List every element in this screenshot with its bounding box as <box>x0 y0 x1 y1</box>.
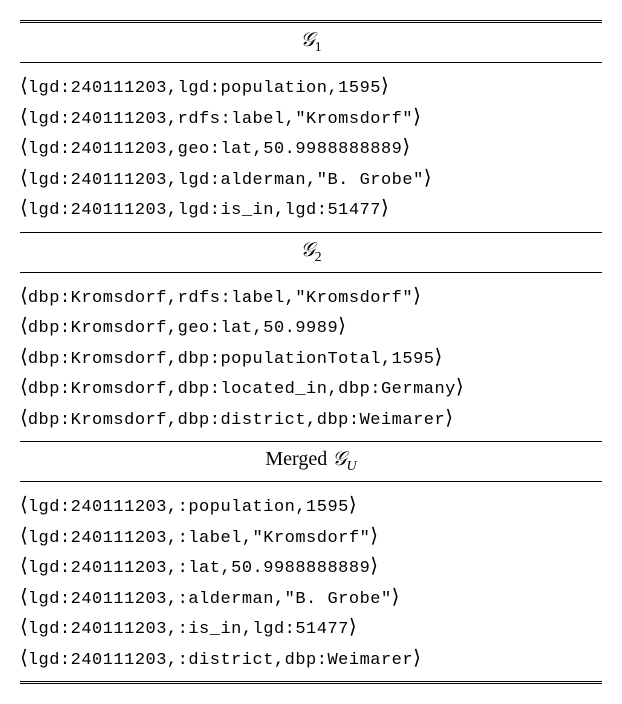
angle-open: ⟨ <box>20 342 28 372</box>
triple-row: ⟨lgd:240111203,:alderman,"B. Grobe"⟩ <box>20 582 602 613</box>
triple-content: lgd:240111203,geo:lat,50.9988888889 <box>28 137 403 163</box>
triple-content: dbp:Kromsdorf,dbp:populationTotal,1595 <box>28 347 435 373</box>
triple-content: lgd:240111203,:district,dbp:Weimarer <box>28 648 413 674</box>
angle-close: ⟩ <box>349 490 357 520</box>
kg-alignment-table: 𝒢1⟨lgd:240111203,lgd:population,1595⟩⟨lg… <box>20 20 602 684</box>
angle-close: ⟩ <box>413 643 421 673</box>
triple-row: ⟨dbp:Kromsdorf,rdfs:label,"Kromsdorf"⟩ <box>20 281 602 312</box>
triple-row: ⟨lgd:240111203,:label,"Kromsdorf"⟩ <box>20 521 602 552</box>
angle-close: ⟩ <box>349 612 357 642</box>
triple-content: lgd:240111203,:label,"Kromsdorf" <box>28 526 370 552</box>
angle-close: ⟩ <box>413 102 421 132</box>
triple-content: lgd:240111203,:alderman,"B. Grobe" <box>28 587 392 613</box>
section-header-subscript: U <box>346 459 356 474</box>
triples-block: ⟨lgd:240111203,:population,1595⟩⟨lgd:240… <box>20 482 602 683</box>
section-header-subscript: 1 <box>315 40 322 55</box>
triple-content: dbp:Kromsdorf,rdfs:label,"Kromsdorf" <box>28 286 413 312</box>
angle-close: ⟩ <box>413 281 421 311</box>
angle-close: ⟩ <box>445 403 453 433</box>
triple-row: ⟨lgd:240111203,:is_in,lgd:51477⟩ <box>20 612 602 643</box>
angle-open: ⟨ <box>20 643 28 673</box>
triple-row: ⟨dbp:Kromsdorf,dbp:district,dbp:Weimarer… <box>20 403 602 434</box>
triple-content: lgd:240111203,rdfs:label,"Kromsdorf" <box>28 107 413 133</box>
angle-open: ⟨ <box>20 403 28 433</box>
triples-block: ⟨dbp:Kromsdorf,rdfs:label,"Kromsdorf"⟩⟨d… <box>20 272 602 442</box>
section-header-subscript: 2 <box>315 250 322 265</box>
angle-close: ⟩ <box>381 193 389 223</box>
angle-close: ⟩ <box>338 311 346 341</box>
angle-close: ⟩ <box>434 342 442 372</box>
angle-open: ⟨ <box>20 193 28 223</box>
angle-close: ⟩ <box>381 71 389 101</box>
section-header: Merged 𝒢U <box>20 442 602 482</box>
section-header: 𝒢2 <box>20 232 602 272</box>
triple-content: lgd:240111203,:is_in,lgd:51477 <box>28 617 349 643</box>
triple-content: lgd:240111203,:lat,50.9988888889 <box>28 556 370 582</box>
angle-close: ⟩ <box>424 163 432 193</box>
triple-row: ⟨lgd:240111203,rdfs:label,"Kromsdorf"⟩ <box>20 102 602 133</box>
angle-open: ⟨ <box>20 551 28 581</box>
section-header-symbol: 𝒢 <box>332 448 346 470</box>
triple-row: ⟨dbp:Kromsdorf,dbp:populationTotal,1595⟩ <box>20 342 602 373</box>
angle-open: ⟨ <box>20 372 28 402</box>
angle-open: ⟨ <box>20 163 28 193</box>
angle-close: ⟩ <box>392 582 400 612</box>
triple-row: ⟨lgd:240111203,lgd:population,1595⟩ <box>20 71 602 102</box>
section-header-symbol: 𝒢 <box>300 29 314 51</box>
section-header-prefix: Merged <box>265 448 332 470</box>
angle-close: ⟩ <box>370 551 378 581</box>
angle-open: ⟨ <box>20 490 28 520</box>
angle-open: ⟨ <box>20 521 28 551</box>
triple-row: ⟨dbp:Kromsdorf,dbp:located_in,dbp:German… <box>20 372 602 403</box>
triple-row: ⟨lgd:240111203,geo:lat,50.9988888889⟩ <box>20 132 602 163</box>
triple-row: ⟨lgd:240111203,lgd:is_in,lgd:51477⟩ <box>20 193 602 224</box>
triple-content: lgd:240111203,lgd:alderman,"B. Grobe" <box>28 168 424 194</box>
section-header: 𝒢1 <box>20 22 602 63</box>
triple-content: dbp:Kromsdorf,geo:lat,50.9989 <box>28 316 338 342</box>
triple-row: ⟨lgd:240111203,:district,dbp:Weimarer⟩ <box>20 643 602 674</box>
triple-row: ⟨lgd:240111203,:population,1595⟩ <box>20 490 602 521</box>
angle-close: ⟩ <box>402 132 410 162</box>
angle-open: ⟨ <box>20 281 28 311</box>
angle-open: ⟨ <box>20 132 28 162</box>
angle-open: ⟨ <box>20 311 28 341</box>
angle-open: ⟨ <box>20 612 28 642</box>
triple-row: ⟨dbp:Kromsdorf,geo:lat,50.9989⟩ <box>20 311 602 342</box>
angle-close: ⟩ <box>456 372 464 402</box>
triple-content: dbp:Kromsdorf,dbp:located_in,dbp:Germany <box>28 377 456 403</box>
angle-open: ⟨ <box>20 102 28 132</box>
triple-content: lgd:240111203,lgd:population,1595 <box>28 76 381 102</box>
triple-content: dbp:Kromsdorf,dbp:district,dbp:Weimarer <box>28 408 445 434</box>
angle-open: ⟨ <box>20 582 28 612</box>
angle-open: ⟨ <box>20 71 28 101</box>
triples-block: ⟨lgd:240111203,lgd:population,1595⟩⟨lgd:… <box>20 63 602 233</box>
triple-content: lgd:240111203,:population,1595 <box>28 495 349 521</box>
section-header-symbol: 𝒢 <box>300 239 314 261</box>
triple-row: ⟨lgd:240111203,:lat,50.9988888889⟩ <box>20 551 602 582</box>
triple-content: lgd:240111203,lgd:is_in,lgd:51477 <box>28 198 381 224</box>
triple-row: ⟨lgd:240111203,lgd:alderman,"B. Grobe"⟩ <box>20 163 602 194</box>
angle-close: ⟩ <box>370 521 378 551</box>
